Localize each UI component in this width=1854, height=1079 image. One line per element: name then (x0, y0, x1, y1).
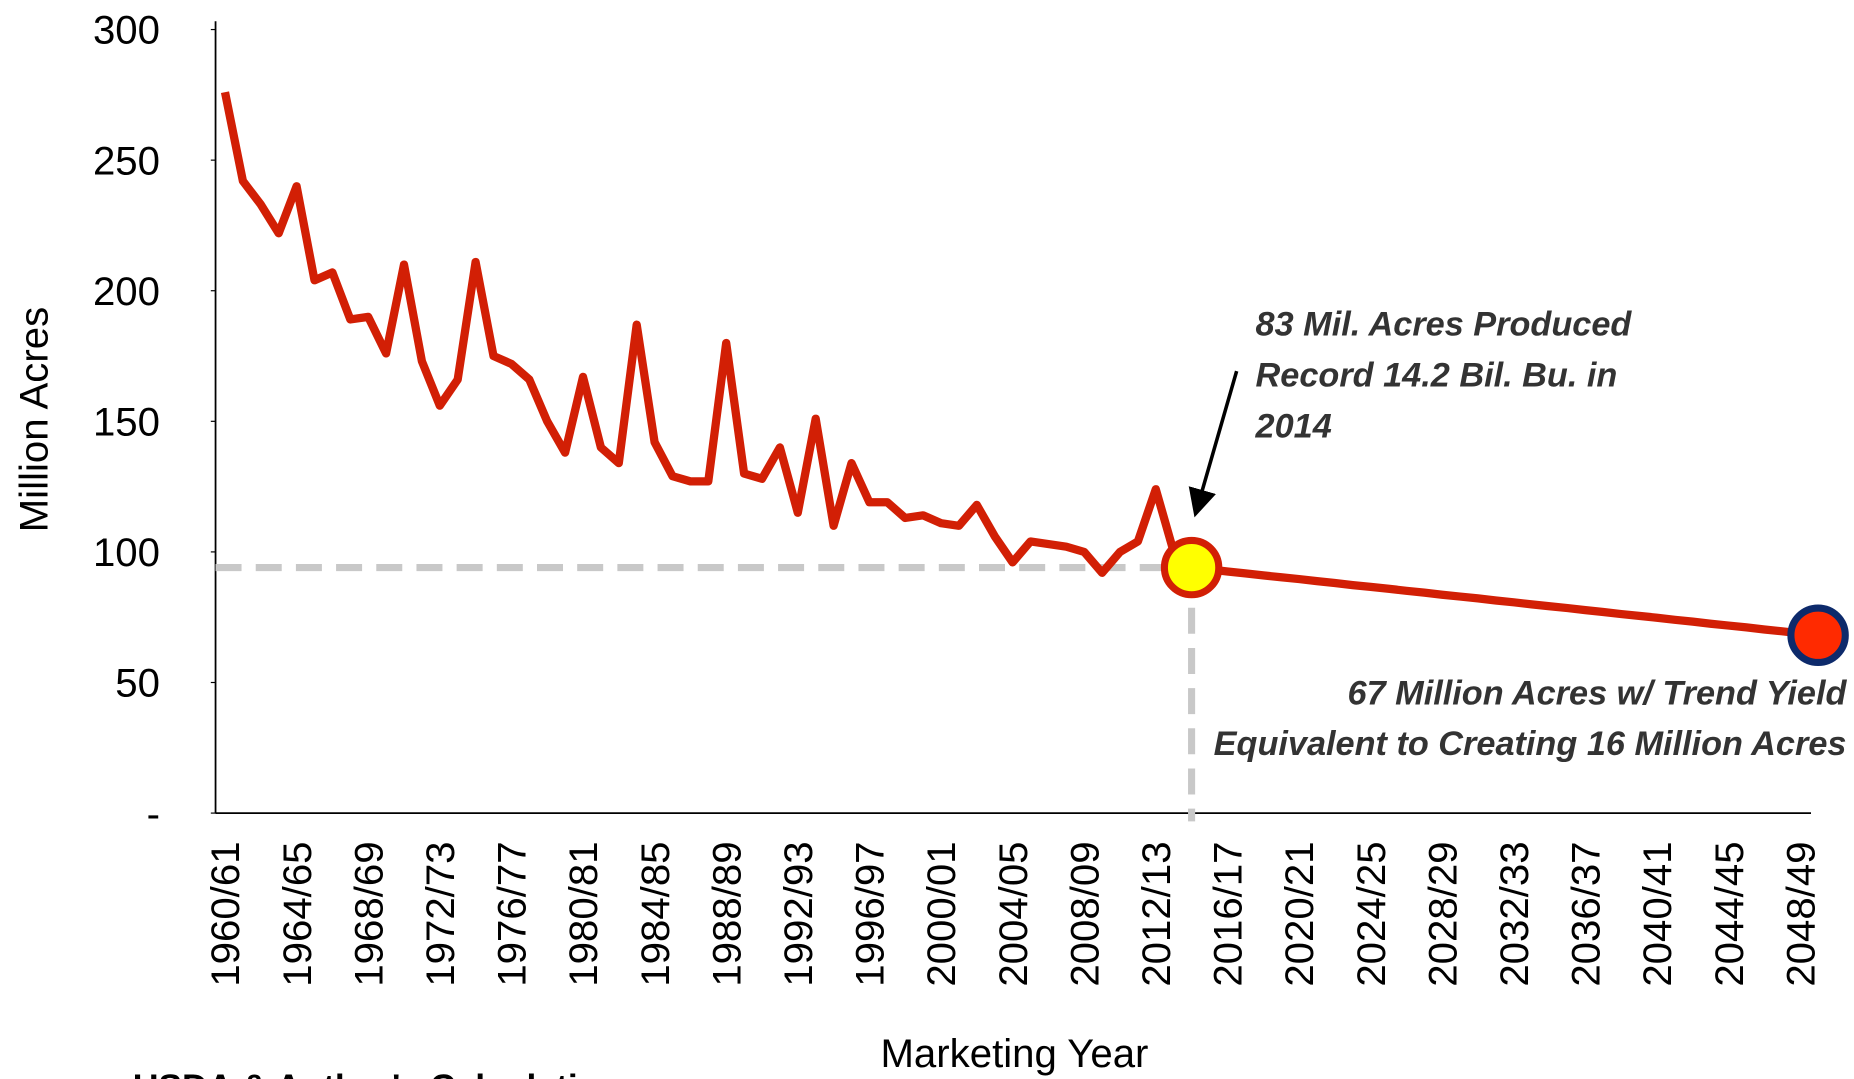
x-tick-label: 2028/29 (1420, 841, 1465, 986)
x-tick-label: 1968/69 (346, 841, 391, 986)
x-tick-label: 1988/89 (704, 841, 749, 986)
x-tick-label: 2040/41 (1635, 841, 1680, 986)
x-tick-label: 2008/09 (1062, 841, 1107, 986)
x-tick-label: 1984/85 (633, 841, 678, 986)
y-tick-label: 300 (93, 8, 160, 53)
x-tick-label: 2012/13 (1134, 841, 1179, 986)
x-tick-label: 1992/93 (776, 841, 821, 986)
x-tick-label: 2000/01 (919, 841, 964, 986)
line (220, 91, 1819, 640)
y-tick-label: 100 (93, 530, 160, 575)
annotation: 67 Million Acres w/ Trend Yield (1348, 674, 1848, 712)
y-tick-label: 150 (93, 400, 160, 445)
x-axis-label: Marketing Year (880, 1031, 1148, 1076)
y-tick-label: - (147, 791, 160, 836)
x-tick-label: 1980/81 (561, 841, 606, 986)
x-tick-label: 2044/45 (1707, 841, 1752, 986)
arrow (1188, 370, 1239, 518)
annotation: Record 14.2 Bil. Bu. in (1256, 356, 1618, 394)
x-tick-label: 2020/21 (1277, 841, 1322, 986)
highlight-point (1160, 536, 1223, 599)
x-tick-label: 1964/65 (275, 841, 320, 986)
annotation: 2014 (1255, 407, 1332, 445)
y-axis-label: Million Acres (12, 307, 57, 532)
annotation: Equivalent to Creating 16 Million Acres (1214, 725, 1847, 763)
x-tick-label: 1976/77 (490, 841, 535, 986)
x-tick-label: 1996/97 (848, 841, 893, 986)
x-tick-label: 1972/73 (418, 841, 463, 986)
x-tick-label: 2016/17 (1206, 841, 1251, 986)
y-tick-label: 250 (93, 138, 160, 183)
x-tick-label: 2024/25 (1349, 841, 1394, 986)
x-tick-label: 2036/37 (1564, 841, 1609, 986)
x-tick-label: 2032/33 (1492, 841, 1537, 986)
y-tick-label: 50 (115, 661, 160, 706)
highlight-point (1787, 604, 1849, 666)
x-tick-label: 2004/05 (991, 841, 1036, 986)
source: USDA & Author's Calculations (133, 1067, 641, 1079)
y-tick-label: 200 (93, 269, 160, 314)
x-tick-label: 2048/49 (1778, 841, 1823, 986)
x-tick-label: 1960/61 (203, 841, 248, 986)
annotation: 83 Mil. Acres Produced (1256, 306, 1633, 344)
